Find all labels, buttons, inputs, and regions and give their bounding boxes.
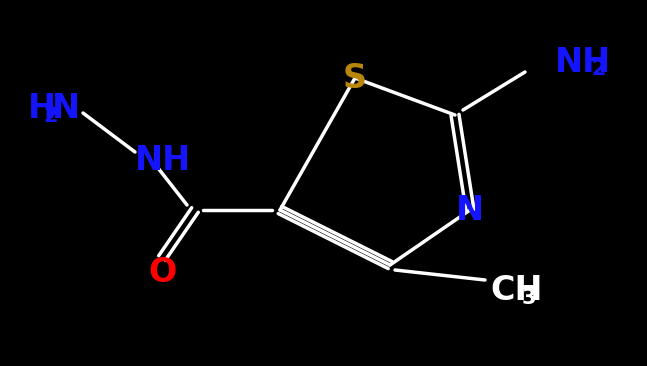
Text: NH: NH [555, 45, 611, 78]
Text: 3: 3 [522, 288, 536, 308]
Text: 2: 2 [591, 59, 606, 79]
Text: NH: NH [135, 143, 191, 176]
Text: N: N [456, 194, 484, 227]
Text: O: O [148, 255, 176, 288]
Text: S: S [343, 61, 367, 94]
Text: CH: CH [490, 273, 542, 306]
Text: 2: 2 [43, 106, 58, 126]
Text: H: H [28, 92, 56, 124]
Text: N: N [52, 92, 80, 124]
